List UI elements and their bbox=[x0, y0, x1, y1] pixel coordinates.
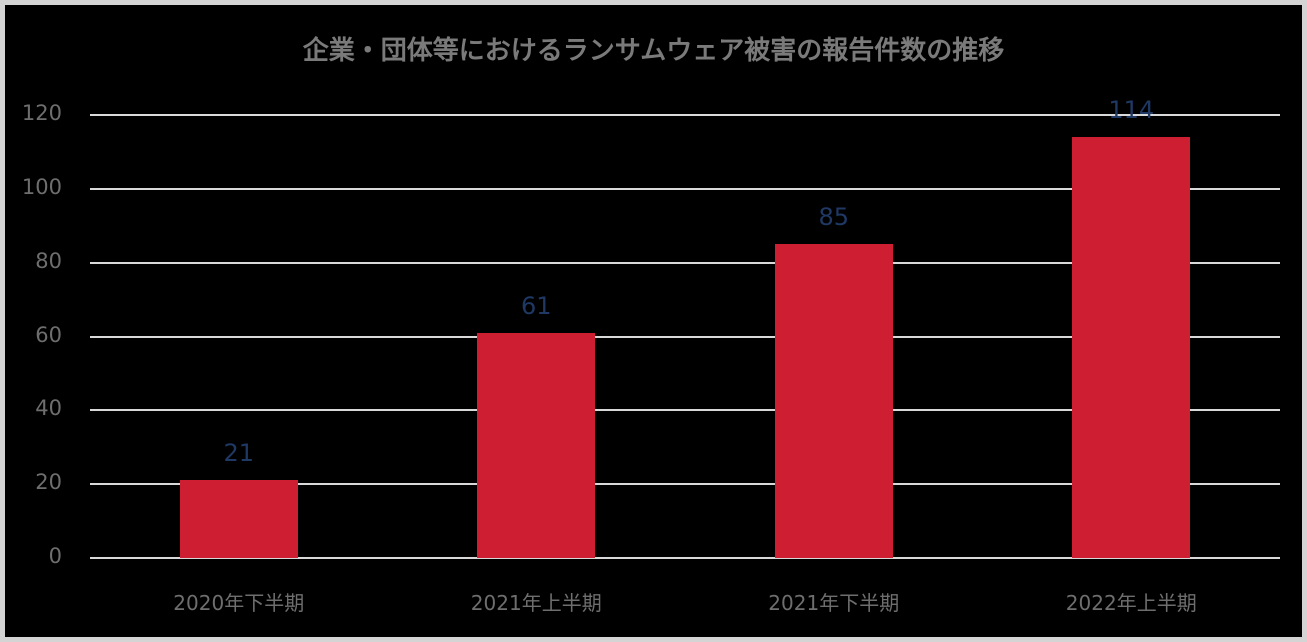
y-axis-tick-label: 0 bbox=[48, 544, 62, 568]
y-axis-tick-label: 40 bbox=[35, 396, 62, 421]
gridline bbox=[90, 483, 1280, 486]
gridline bbox=[90, 335, 1280, 338]
x-axis-tick-label: 2021年下半期 bbox=[768, 591, 900, 615]
bar[interactable] bbox=[774, 244, 893, 558]
gridline bbox=[90, 409, 1280, 412]
y-axis-tick-label: 120 bbox=[21, 101, 62, 125]
gridline bbox=[90, 114, 1280, 116]
x-axis-tick-label: 2020年下半期 bbox=[173, 591, 305, 615]
bar[interactable] bbox=[179, 480, 298, 558]
y-axis-tick-label: 100 bbox=[21, 174, 62, 199]
data-label: 114 bbox=[1108, 96, 1155, 125]
y-axis-tick-label: 80 bbox=[35, 248, 62, 273]
gridline bbox=[90, 557, 1280, 559]
data-label: 85 bbox=[818, 203, 850, 232]
data-label: 61 bbox=[520, 291, 552, 320]
data-label: 21 bbox=[223, 439, 255, 468]
x-axis-tick-label: 2021年上半期 bbox=[470, 591, 602, 615]
x-axis-tick-label: 2022年上半期 bbox=[1065, 591, 1197, 615]
bar[interactable] bbox=[1072, 137, 1191, 558]
y-axis-tick-label: 60 bbox=[35, 322, 62, 347]
gridline bbox=[90, 187, 1280, 190]
gridline bbox=[90, 261, 1280, 264]
bar[interactable] bbox=[477, 332, 596, 558]
chart-title: 企業・団体等におけるランサムウェア被害の報告件数の推移 bbox=[302, 36, 1005, 66]
y-axis-tick-label: 20 bbox=[35, 470, 62, 495]
